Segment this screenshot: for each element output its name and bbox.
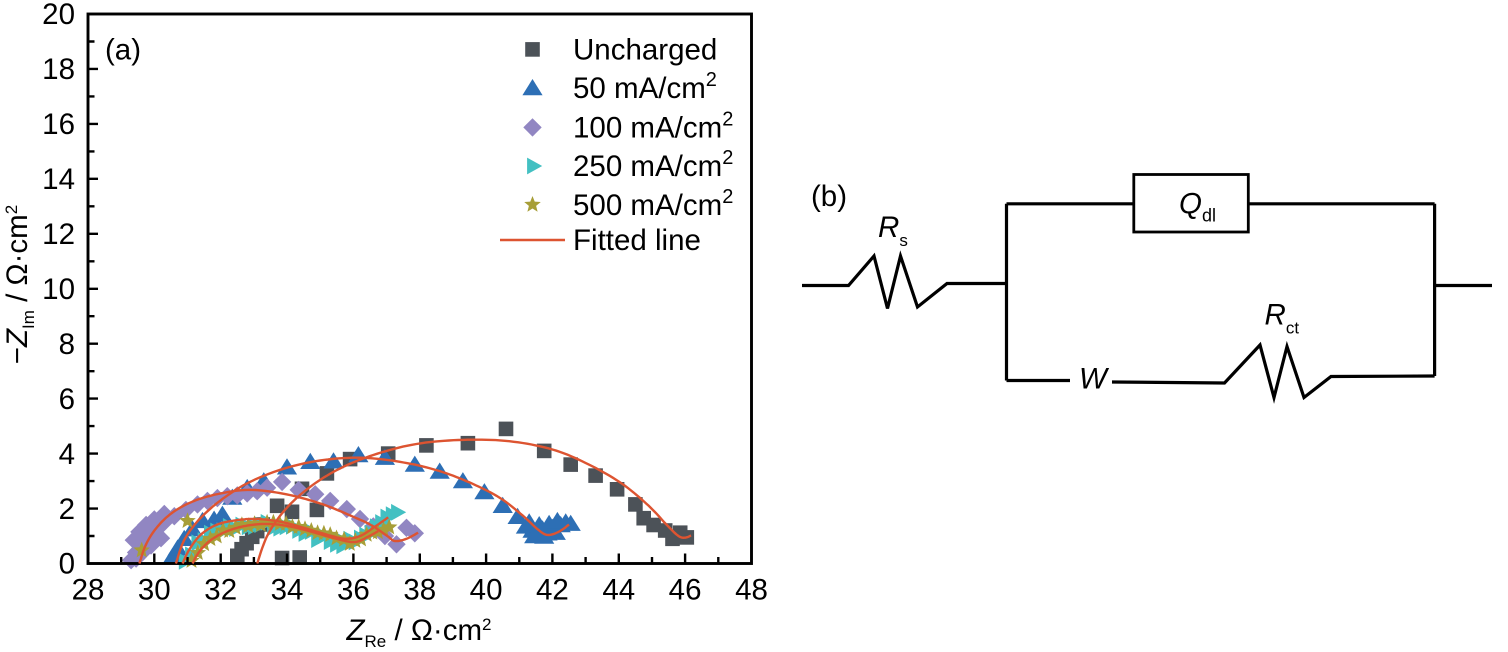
svg-text:44: 44 (602, 574, 635, 607)
svg-text:W: W (1079, 363, 1110, 396)
svg-text:36: 36 (337, 574, 370, 607)
svg-text:12: 12 (42, 218, 75, 251)
svg-text:(b): (b) (811, 180, 847, 213)
svg-text:30: 30 (138, 574, 171, 607)
svg-text:500 mA/cm2: 500 mA/cm2 (573, 186, 733, 222)
svg-text:38: 38 (403, 574, 436, 607)
svg-text:−ZIm / Ω·cm2: −ZIm / Ω·cm2 (1, 205, 38, 364)
svg-text:20: 20 (42, 0, 75, 31)
svg-text:14: 14 (42, 163, 75, 196)
svg-text:8: 8 (59, 328, 75, 361)
svg-text:42: 42 (536, 574, 569, 607)
svg-text:4: 4 (59, 438, 75, 471)
svg-text:32: 32 (204, 574, 237, 607)
svg-text:50 mA/cm2: 50 mA/cm2 (573, 69, 717, 105)
svg-text:Uncharged: Uncharged (573, 34, 717, 67)
svg-text:28: 28 (72, 574, 105, 607)
svg-text:2: 2 (59, 493, 75, 526)
svg-text:100 mA/cm2: 100 mA/cm2 (573, 109, 733, 145)
svg-text:0: 0 (59, 548, 75, 581)
svg-text:Qdl: Qdl (1179, 188, 1216, 226)
svg-text:46: 46 (669, 574, 702, 607)
svg-text:34: 34 (271, 574, 304, 607)
svg-text:6: 6 (59, 383, 75, 416)
svg-text:(a): (a) (105, 34, 141, 67)
svg-text:18: 18 (42, 53, 75, 86)
svg-text:16: 16 (42, 108, 75, 141)
svg-text:Fitted line: Fitted line (573, 224, 701, 257)
svg-text:ZRe / Ω·cm2: ZRe / Ω·cm2 (345, 614, 491, 651)
svg-text:10: 10 (42, 273, 75, 306)
svg-text:40: 40 (470, 574, 503, 607)
svg-text:48: 48 (735, 574, 768, 607)
svg-text:250 mA/cm2: 250 mA/cm2 (573, 147, 733, 183)
